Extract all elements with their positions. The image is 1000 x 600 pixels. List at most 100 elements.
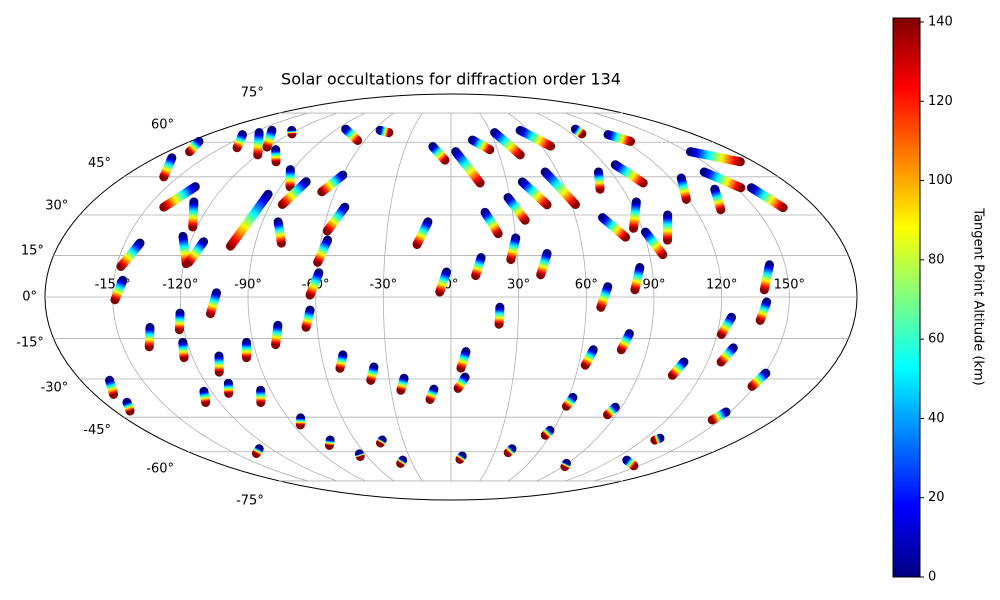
- occultation-track: [251, 444, 264, 458]
- y-tick-label: -15°: [16, 336, 44, 351]
- occultation-track: [676, 173, 691, 204]
- occultation-track: [515, 125, 556, 151]
- occultation-track: [596, 282, 613, 312]
- occultation-track: [593, 167, 605, 194]
- occultation-track: [629, 197, 641, 233]
- x-tick-label: 90°: [642, 278, 665, 293]
- grid-line: [315, 112, 394, 482]
- occultation-track: [335, 350, 348, 373]
- occultation-track: [178, 337, 189, 363]
- occultation-track: [185, 136, 204, 157]
- occultation-track: [747, 368, 771, 391]
- occultation-track: [540, 425, 555, 440]
- occultation-track: [490, 128, 525, 160]
- occultation-track: [455, 451, 467, 464]
- occultation-track: [324, 435, 335, 450]
- occultation-track: [375, 125, 394, 138]
- occultation-track: [144, 323, 155, 352]
- y-tick-label: 30°: [45, 198, 68, 213]
- occultation-track: [506, 233, 521, 265]
- occultation-track: [122, 397, 135, 416]
- occultation-track: [603, 130, 636, 146]
- y-tick-label: 0°: [22, 290, 37, 305]
- occultation-track: [159, 153, 177, 182]
- colorbar-tick-label: 100: [928, 173, 953, 188]
- x-tick-label: 120°: [706, 278, 737, 293]
- occultation-track: [396, 455, 408, 468]
- occultation-track: [199, 386, 211, 408]
- occultation-track: [456, 347, 471, 373]
- y-tick-label: -75°: [236, 494, 264, 509]
- occultation-track: [451, 147, 485, 188]
- colorbar: [892, 17, 921, 578]
- occultation-track: [322, 202, 350, 236]
- occultation-track: [232, 130, 247, 153]
- occultation-track: [685, 147, 745, 167]
- occultation-track: [667, 357, 689, 380]
- occultation-track: [630, 263, 645, 295]
- occultation-track: [716, 312, 737, 339]
- occultation-track: [650, 433, 665, 445]
- occultation-track: [396, 373, 409, 395]
- occultation-track: [435, 267, 452, 297]
- occultation-track: [610, 160, 648, 188]
- occultation-track: [301, 305, 315, 332]
- occultation-track: [536, 249, 552, 280]
- occultation-track: [503, 444, 517, 458]
- x-tick-label: -30°: [369, 278, 397, 293]
- occultation-track: [317, 170, 348, 197]
- occultation-track: [262, 125, 277, 152]
- occultation-track: [570, 124, 587, 139]
- occultation-track: [105, 375, 119, 399]
- occultation-track: [366, 362, 379, 385]
- occultation-track: [471, 253, 486, 281]
- occultation-track: [273, 217, 286, 248]
- occultation-track: [616, 329, 634, 355]
- colorbar-tick-label: 40: [928, 411, 945, 426]
- chart-title: Solar occultations for diffraction order…: [281, 70, 621, 89]
- x-tick-label: 150°: [774, 278, 805, 293]
- occultation-track: [759, 260, 774, 295]
- occultation-track: [425, 384, 439, 404]
- occultation-track: [428, 142, 450, 165]
- occultation-track: [184, 237, 209, 267]
- occultation-track: [755, 297, 772, 325]
- occultation-track: [598, 213, 631, 242]
- colorbar-tick-label: 120: [928, 94, 953, 109]
- occultation-track: [159, 182, 200, 212]
- grid-line: [247, 112, 366, 482]
- occultation-track: [341, 124, 363, 146]
- occultation-track: [640, 227, 668, 260]
- occultation-track: [494, 302, 505, 329]
- y-tick-label: -60°: [146, 461, 174, 476]
- occultation-track: [603, 402, 620, 420]
- occultation-track: [746, 183, 788, 213]
- occultation-track: [561, 392, 578, 411]
- occultation-track: [467, 135, 495, 155]
- occultation-track: [453, 372, 470, 393]
- y-tick-label: 45°: [88, 156, 111, 171]
- occultation-track: [205, 288, 221, 319]
- grid-line: [565, 112, 723, 482]
- colorbar-tick-label: 60: [928, 332, 945, 347]
- occultation-track: [375, 435, 387, 448]
- occultation-track: [271, 320, 283, 350]
- occultation-track: [710, 184, 726, 215]
- y-tick-label: 75°: [241, 85, 264, 100]
- grid-line: [594, 112, 790, 482]
- occultation-track: [699, 167, 746, 193]
- occultation-track: [174, 308, 185, 335]
- grid-line: [479, 112, 520, 482]
- y-tick-label: 15°: [21, 243, 44, 258]
- occultation-track: [277, 177, 311, 210]
- occultation-track: [480, 207, 503, 239]
- x-tick-label: -120°: [162, 278, 198, 293]
- occultation-track: [188, 197, 199, 232]
- x-tick-label: 60°: [575, 278, 598, 293]
- occultation-track: [622, 455, 639, 471]
- occultation-track: [253, 128, 264, 160]
- y-tick-label: -30°: [41, 381, 69, 396]
- occultation-track: [225, 189, 273, 251]
- colorbar-tick-label: 140: [928, 14, 953, 29]
